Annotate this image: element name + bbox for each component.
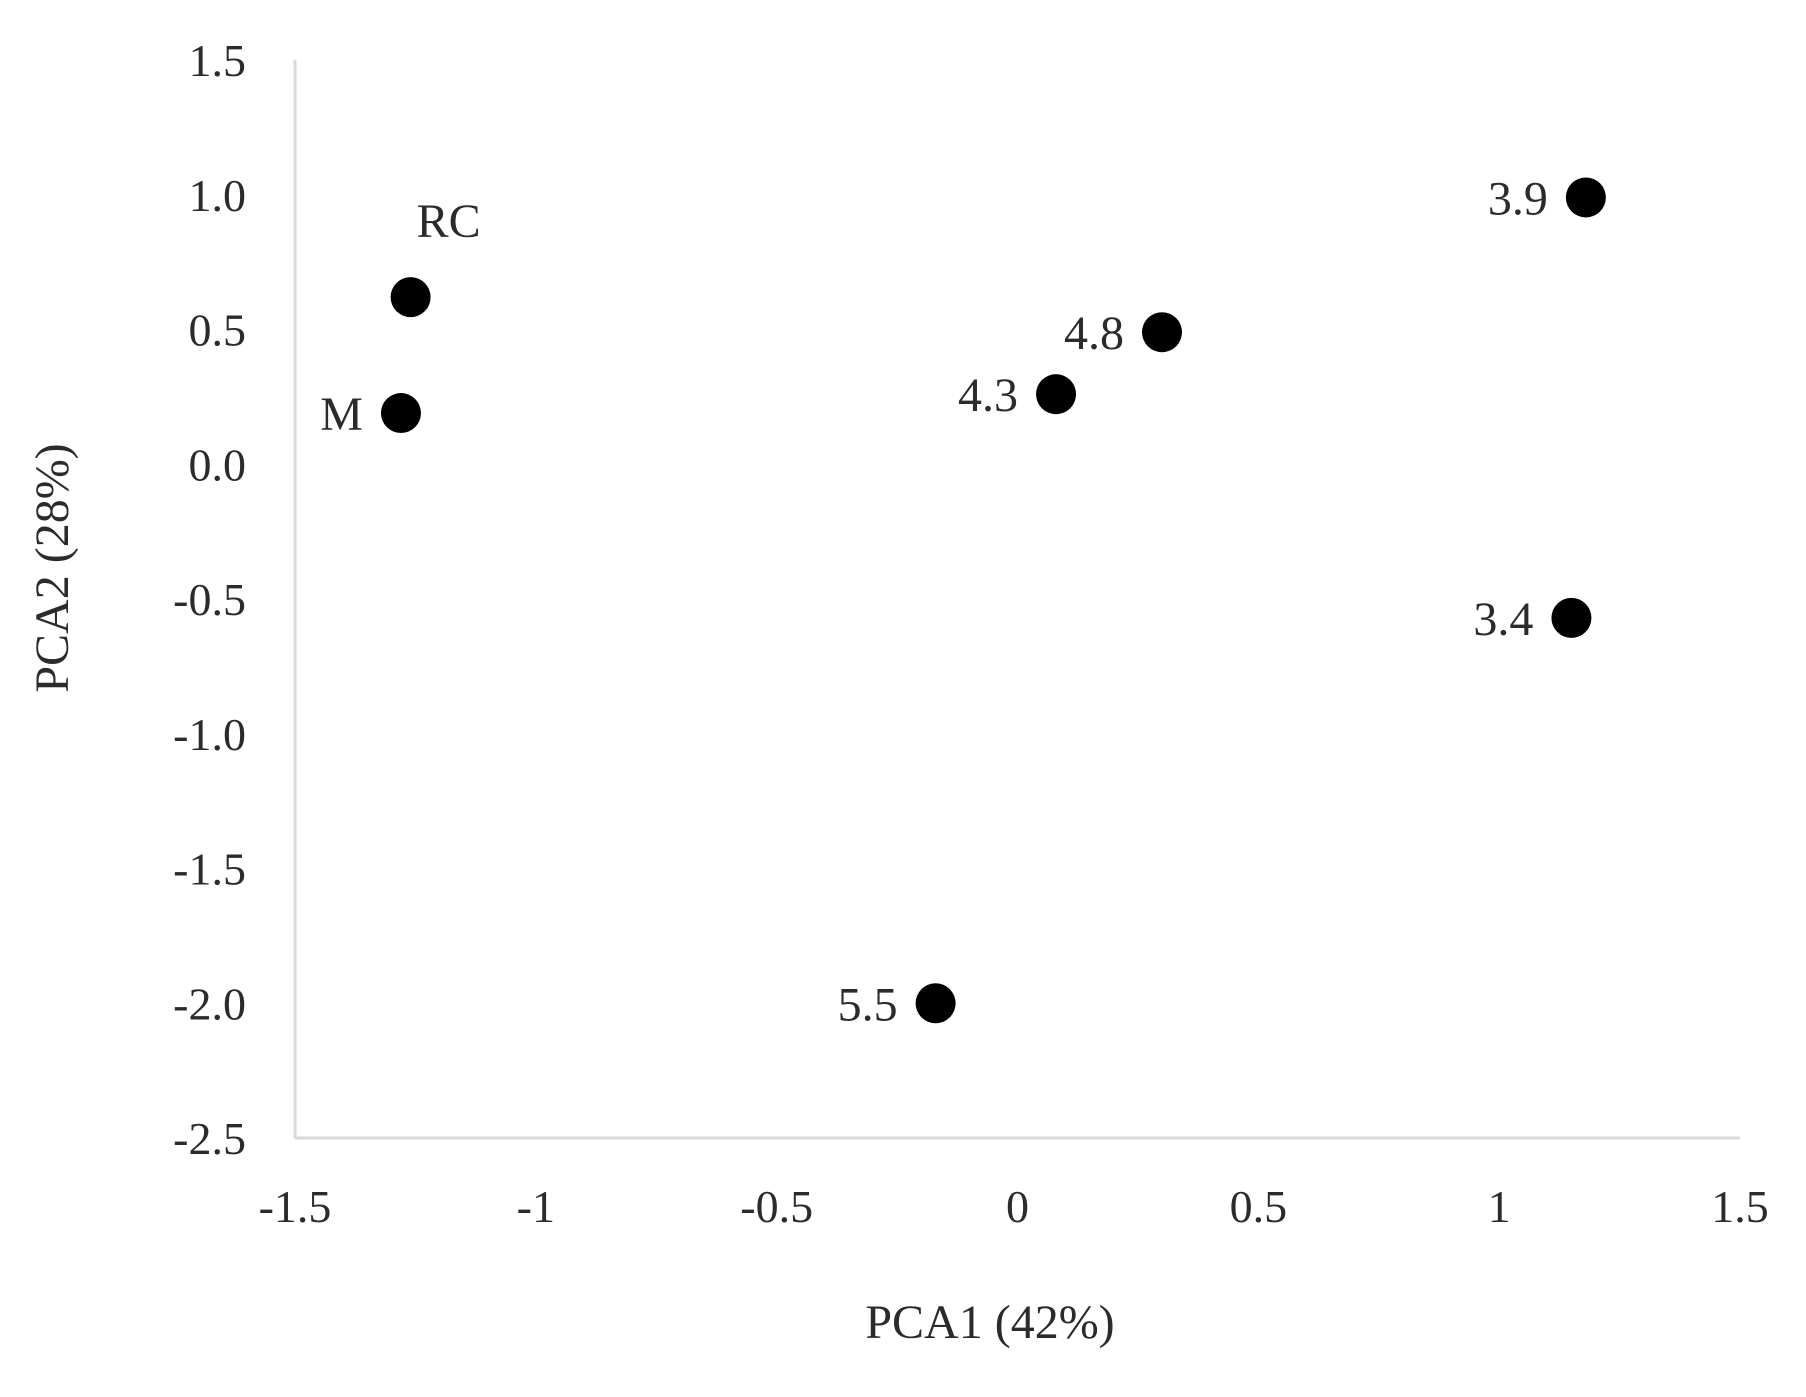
y-tick-label: -1.5 [173, 844, 246, 895]
y-tick-label: 1.0 [189, 170, 247, 221]
y-tick-label: -2.5 [173, 1113, 246, 1164]
data-points-layer: RC M 4.8 4.3 3.9 3.4 5.5 [320, 172, 1606, 1031]
y-axis-label: PCA2 (28%) [26, 443, 79, 692]
x-tick-label: 1 [1488, 1181, 1511, 1232]
y-tick-label: -2.0 [173, 978, 246, 1029]
data-point-label: 4.8 [1064, 307, 1124, 360]
x-tick-label: -1 [517, 1181, 555, 1232]
x-tick-label: 1.5 [1711, 1181, 1769, 1232]
x-axis-label: PCA1 (42%) [865, 1296, 1114, 1349]
tick-labels-layer: -1.5 -1 -0.5 0 0.5 1 1.5 1.5 1.0 0.5 0.0 -0.5 -1.0 -1… [173, 35, 1769, 1232]
y-tick-label: -0.5 [173, 574, 246, 625]
data-point-label: 4.3 [958, 369, 1018, 422]
data-point-label: 3.4 [1473, 593, 1533, 646]
y-tick-label: 0.0 [189, 439, 247, 490]
x-tick-label: 0 [1006, 1181, 1029, 1232]
data-point [1565, 177, 1606, 218]
data-point [1551, 597, 1592, 638]
data-point-label: 5.5 [838, 978, 898, 1031]
data-point [1142, 312, 1182, 353]
data-point [390, 277, 431, 318]
data-point-label: M [320, 388, 363, 441]
x-tick-label: -0.5 [740, 1181, 813, 1232]
y-tick-label: -1.0 [173, 709, 246, 760]
data-point [915, 983, 956, 1024]
data-point [1036, 374, 1077, 415]
axes-layer [293, 60, 1740, 1140]
y-tick-label: 0.5 [189, 305, 247, 356]
x-tick-label: -1.5 [259, 1181, 332, 1232]
data-point-label: RC [417, 195, 481, 248]
x-tick-label: 0.5 [1230, 1181, 1288, 1232]
data-point [380, 393, 421, 434]
data-point-label: 3.9 [1488, 172, 1548, 225]
y-tick-label: 1.5 [189, 35, 247, 86]
